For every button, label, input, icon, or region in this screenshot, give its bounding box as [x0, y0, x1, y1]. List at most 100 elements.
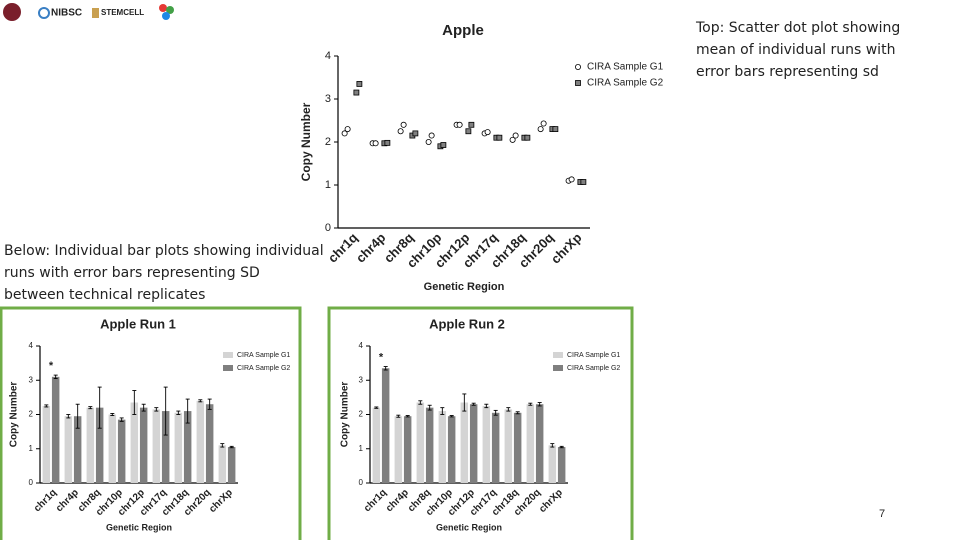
error-bar [550, 443, 555, 448]
legend-marker [223, 352, 233, 358]
legend-label: CIRA Sample G2 [237, 365, 290, 372]
bar [183, 411, 192, 483]
dot [496, 134, 503, 141]
error-bar [154, 407, 159, 412]
bar [161, 411, 170, 483]
legend-marker [223, 365, 233, 371]
y-tick-label: 0 [359, 478, 364, 487]
dot [412, 130, 419, 137]
bar [174, 412, 183, 483]
bar [130, 402, 139, 483]
error-bar [198, 399, 203, 403]
error-bar [515, 411, 520, 415]
dot [465, 128, 472, 135]
dot [484, 129, 491, 136]
error-bar [440, 407, 445, 415]
error-bar [471, 402, 476, 406]
y-tick-label: 4 [29, 341, 34, 350]
error-bar [119, 417, 124, 422]
bar [416, 402, 425, 483]
bar [196, 400, 205, 483]
y-axis-label: Copy Number [9, 382, 20, 448]
bar [64, 416, 73, 483]
bar [139, 407, 148, 483]
error-bar [427, 404, 432, 411]
logo-mark [159, 4, 167, 12]
error-bar [220, 443, 225, 448]
error-bar [506, 407, 511, 412]
logo-mark [166, 6, 174, 14]
logo-text: NIBSC [51, 8, 82, 19]
logo-text: STEMCELL [101, 8, 144, 17]
dot [344, 126, 351, 133]
bar [504, 409, 513, 483]
logo-mark [3, 3, 21, 21]
legend-label: CIRA Sample G1 [587, 62, 664, 73]
error-bar [418, 400, 423, 405]
legend-marker [575, 80, 581, 86]
error-bar [66, 414, 71, 419]
dot [400, 121, 407, 128]
y-tick-label: 3 [359, 375, 364, 384]
legend-marker [553, 365, 563, 371]
bar [557, 447, 566, 483]
error-bar [484, 403, 489, 409]
dot [353, 89, 360, 96]
bar [95, 407, 104, 483]
bar [438, 411, 447, 483]
dot [428, 132, 435, 139]
annotation: * [379, 351, 384, 363]
bar [227, 447, 236, 483]
chart-title: Apple Run 2 [429, 316, 505, 331]
caption-bottom: Below: Individual bar plots showing indi… [4, 243, 324, 303]
error-bar [449, 415, 454, 418]
dot [468, 121, 475, 128]
bar [108, 414, 117, 483]
bar [372, 407, 381, 483]
error-bar [229, 445, 234, 449]
error-bar [88, 406, 93, 410]
bar [218, 445, 227, 483]
y-tick-label: 3 [29, 375, 34, 384]
dot [356, 81, 363, 87]
y-axis-label: Copy Number [299, 102, 313, 181]
panel-frame [327, 306, 634, 540]
dot [372, 140, 379, 147]
legend-label: CIRA Sample G1 [237, 352, 290, 359]
chart-title: Apple [442, 22, 484, 39]
legend-marker [553, 352, 563, 358]
y-tick-label: 1 [325, 179, 331, 191]
error-bar [405, 415, 410, 418]
bar [152, 409, 161, 483]
bar [205, 404, 214, 483]
dot [341, 130, 348, 137]
bar [535, 404, 544, 483]
error-bar [528, 402, 533, 406]
x-axis-label: Genetic Region [106, 522, 172, 532]
error-bar [75, 403, 80, 429]
dot [552, 126, 559, 132]
page-number: 7 [879, 508, 885, 520]
error-bar [110, 413, 115, 416]
legend-label: CIRA Sample G2 [567, 365, 620, 372]
bar [491, 412, 500, 483]
caption-top: Top: Scatter dot plot showing mean of ind… [695, 20, 900, 80]
y-tick-label: 4 [359, 341, 364, 350]
logo-mark [162, 12, 170, 20]
legend-label: CIRA Sample G2 [587, 78, 664, 89]
error-bar [537, 402, 542, 407]
y-tick-label: 1 [29, 444, 34, 453]
dot [397, 128, 404, 135]
dot [384, 139, 391, 146]
bar [482, 405, 491, 483]
bar [73, 416, 82, 483]
dot [425, 138, 432, 145]
error-bar [207, 398, 212, 410]
dot [440, 142, 447, 148]
dot [456, 121, 463, 128]
chart-title: Apple Run 1 [100, 316, 176, 331]
bar [447, 416, 456, 483]
logo-mark [92, 8, 99, 18]
bar [460, 402, 469, 483]
